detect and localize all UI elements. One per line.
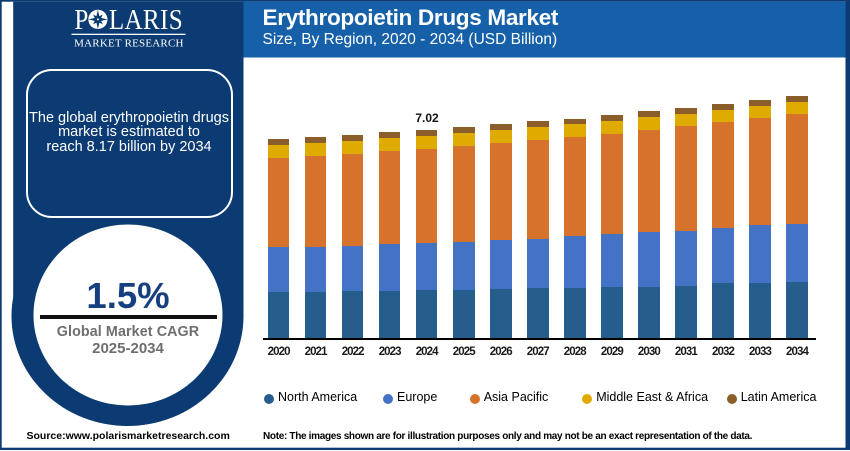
svg-text:LARIS: LARIS bbox=[108, 4, 182, 36]
svg-text:P: P bbox=[74, 4, 88, 36]
svg-text:MARKET RESEARCH: MARKET RESEARCH bbox=[74, 38, 183, 50]
